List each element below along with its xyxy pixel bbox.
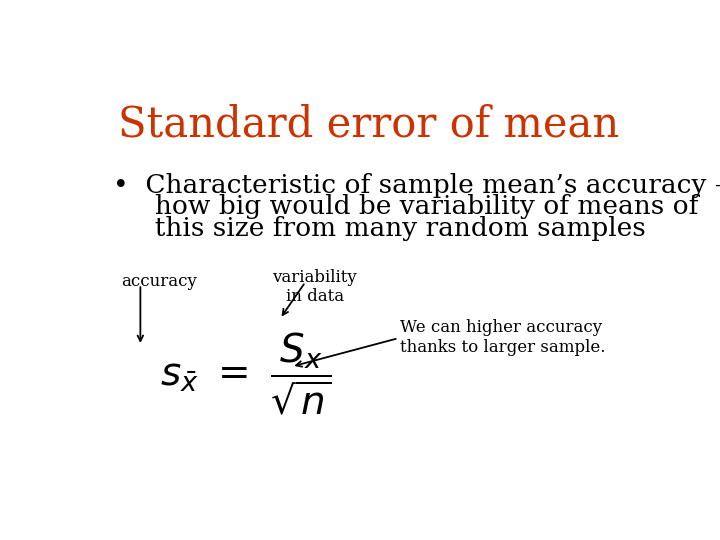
Text: $s_{\bar{x}}\ =\ \dfrac{S_x}{\sqrt{n}}$: $s_{\bar{x}}\ =\ \dfrac{S_x}{\sqrt{n}}$: [160, 330, 331, 417]
Text: how big would be variability of means of: how big would be variability of means of: [113, 194, 698, 219]
Text: Standard error of mean: Standard error of mean: [118, 103, 620, 145]
Text: accuracy: accuracy: [121, 273, 197, 289]
Text: this size from many random samples: this size from many random samples: [113, 215, 646, 241]
Text: •  Characteristic of sample mean’s accuracy –: • Characteristic of sample mean’s accura…: [113, 173, 720, 198]
Text: We can higher accuracy
thanks to larger sample.: We can higher accuracy thanks to larger …: [400, 319, 606, 355]
Text: variability
in data: variability in data: [272, 269, 357, 306]
